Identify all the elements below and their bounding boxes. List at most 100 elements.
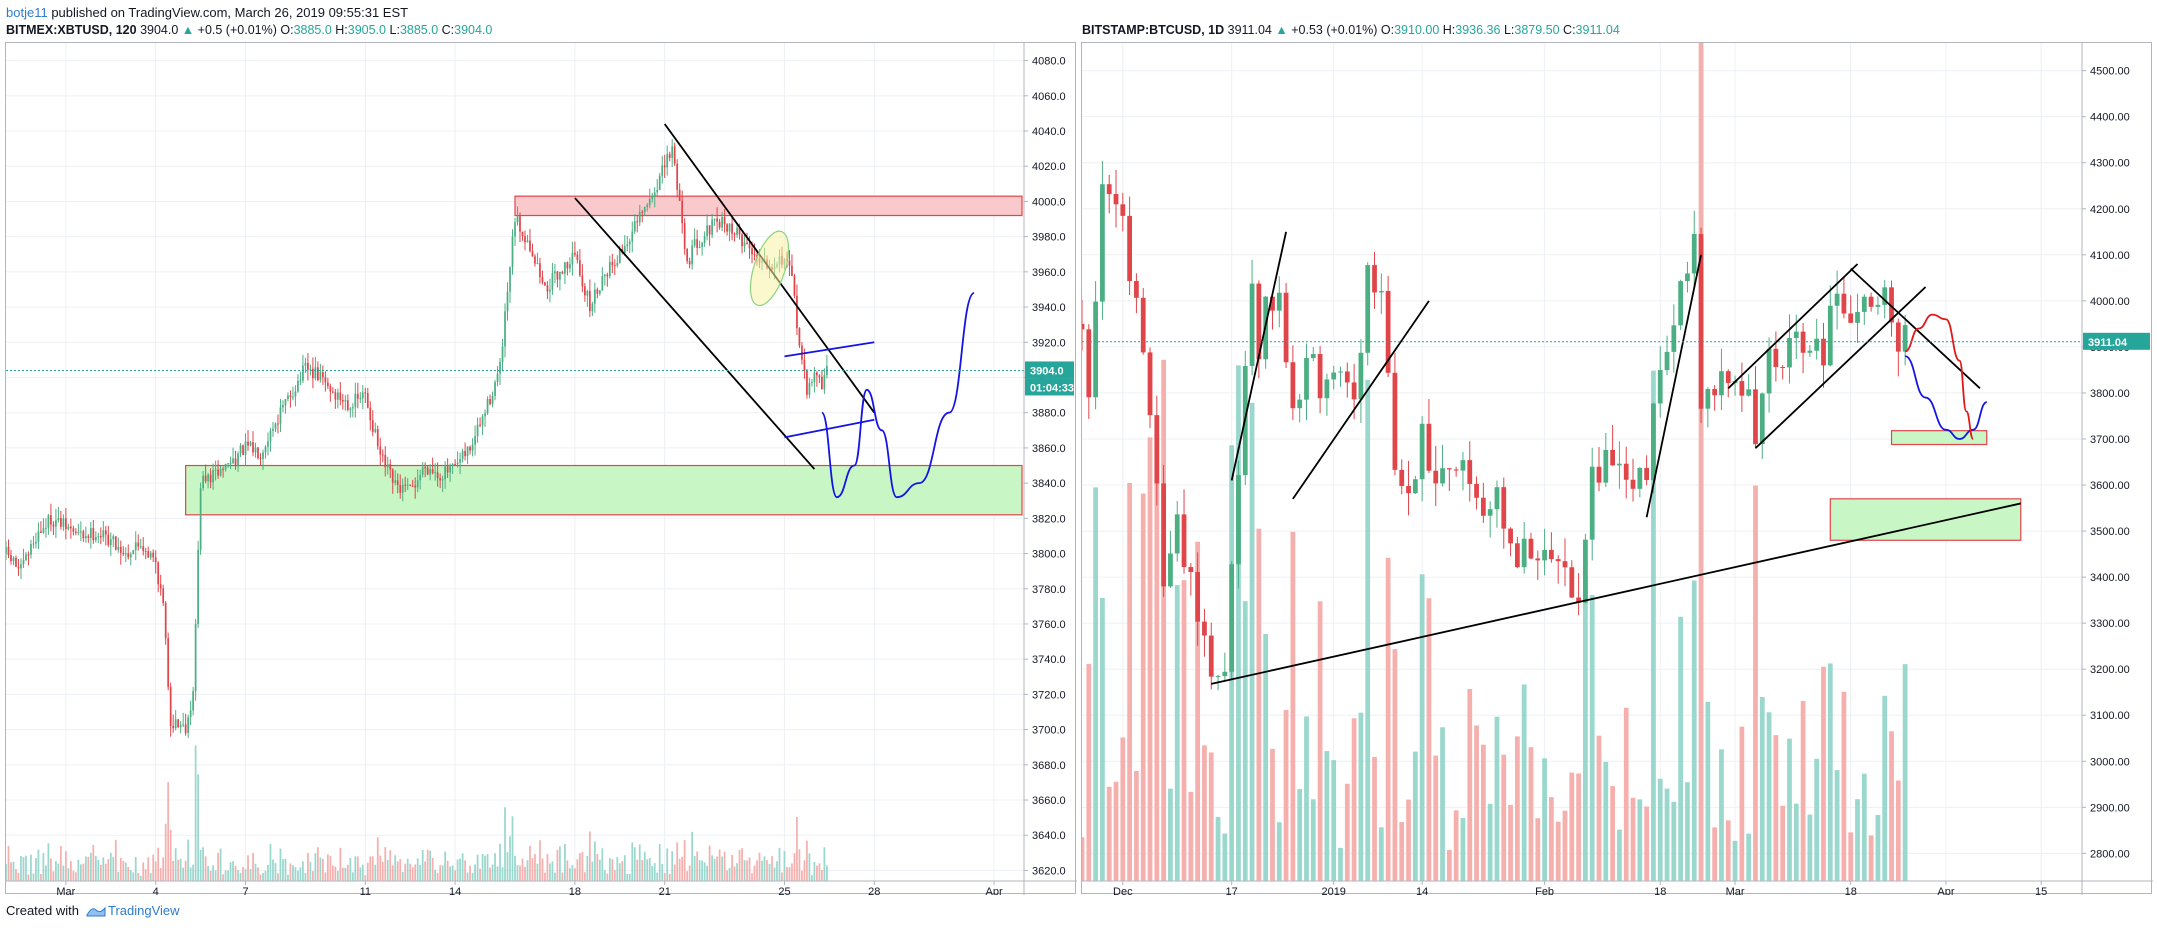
candle-body bbox=[673, 146, 676, 164]
left-chart-svg[interactable]: 3620.0 3640.0 3660.0 3680.0 3700.0 3720.0 3740… bbox=[6, 43, 1077, 895]
volume-bar bbox=[341, 867, 344, 881]
candle-body bbox=[139, 546, 142, 548]
volume-bar bbox=[466, 872, 469, 881]
volume-bar bbox=[429, 850, 432, 881]
candle-body bbox=[1623, 463, 1629, 480]
candle-body bbox=[364, 392, 367, 394]
volume-bar bbox=[307, 852, 309, 881]
volume-bar bbox=[1827, 663, 1833, 881]
candle-body bbox=[192, 691, 195, 711]
volume-bar bbox=[586, 855, 589, 881]
candle-body bbox=[1487, 509, 1493, 516]
price-tick-label: 4500.00 bbox=[2090, 66, 2130, 78]
volume-bar bbox=[761, 860, 763, 881]
candle-body bbox=[292, 396, 294, 398]
volume-bar bbox=[434, 869, 437, 881]
published-info: published on TradingView.com, March 26, … bbox=[51, 5, 409, 20]
volume-bar bbox=[494, 853, 496, 881]
author-link[interactable]: botje11 bbox=[6, 5, 48, 20]
candle-body bbox=[239, 445, 242, 454]
volume-bar bbox=[1514, 736, 1520, 881]
volume-bar bbox=[416, 858, 419, 881]
volume-bar bbox=[409, 863, 412, 881]
candle-body bbox=[1562, 561, 1568, 568]
candle-body bbox=[1746, 389, 1752, 396]
volume-bar bbox=[219, 848, 222, 881]
tradingview-link[interactable]: TradingView bbox=[82, 903, 180, 918]
candle-body bbox=[648, 199, 651, 206]
volume-bar bbox=[1385, 557, 1391, 881]
candle-body bbox=[1535, 558, 1541, 561]
volume-bar bbox=[149, 873, 152, 881]
candle-body bbox=[1474, 483, 1479, 498]
volume-bar bbox=[331, 865, 334, 881]
candle-body bbox=[1188, 567, 1194, 572]
candle-body bbox=[1419, 423, 1425, 480]
candle-body bbox=[229, 463, 232, 465]
candle-body bbox=[529, 240, 531, 252]
candle-body bbox=[479, 424, 481, 426]
candle-body bbox=[282, 404, 284, 408]
volume-bar bbox=[344, 867, 347, 881]
candle-body bbox=[1759, 393, 1765, 445]
candle-body bbox=[1501, 487, 1507, 529]
left-symbol[interactable]: BITMEX:XBTUSD, 120 bbox=[6, 23, 137, 37]
volume-bar bbox=[374, 864, 377, 881]
volume-bar bbox=[339, 847, 342, 881]
candle-body bbox=[1855, 311, 1860, 323]
volume-bar bbox=[354, 856, 357, 881]
volume-bar bbox=[199, 849, 202, 881]
time-tick-label: 28 bbox=[868, 886, 880, 895]
candle-body bbox=[302, 365, 304, 381]
candle-body bbox=[1229, 564, 1235, 672]
volume-bar bbox=[401, 871, 404, 881]
candle-body bbox=[1875, 304, 1881, 307]
volume-bar bbox=[793, 853, 796, 881]
time-tick-label: Mar bbox=[56, 886, 75, 895]
volume-bar bbox=[449, 866, 452, 881]
volume-bar bbox=[663, 873, 666, 881]
volume-bar bbox=[1392, 649, 1398, 881]
candle-body bbox=[264, 446, 267, 453]
volume-bar bbox=[1181, 580, 1187, 881]
candle-body bbox=[451, 463, 454, 466]
volume-bar bbox=[1453, 810, 1459, 881]
volume-bar bbox=[618, 863, 621, 881]
time-tick-label: 25 bbox=[778, 886, 790, 895]
candle-body bbox=[549, 289, 551, 292]
volume-bar bbox=[82, 863, 85, 881]
candle-body bbox=[746, 242, 748, 244]
volume-bar bbox=[324, 872, 327, 881]
volume-bar bbox=[1576, 773, 1581, 881]
right-chart-svg[interactable]: 2800.00 2900.00 3000.00 3100.00 3200.00 3300.… bbox=[1082, 43, 2153, 895]
volume-bar bbox=[456, 859, 459, 881]
candle-body bbox=[1583, 539, 1588, 603]
volume-bar bbox=[1739, 726, 1745, 881]
volume-bar bbox=[336, 870, 339, 881]
volume-bar bbox=[531, 858, 534, 881]
volume-bar bbox=[404, 863, 407, 881]
left-chart-panel[interactable]: 3620.0 3640.0 3660.0 3680.0 3700.0 3720.0 3740… bbox=[5, 42, 1077, 895]
volume-bar bbox=[1882, 695, 1888, 881]
volume-bar bbox=[15, 869, 17, 881]
volume-bar bbox=[45, 865, 47, 881]
candle-body bbox=[426, 467, 429, 475]
right-chart-panel[interactable]: 2800.00 2900.00 3000.00 3100.00 3200.00 3300.… bbox=[1081, 42, 2153, 895]
volume-bar bbox=[559, 846, 561, 881]
volume-bar bbox=[57, 863, 60, 881]
candle-body bbox=[1895, 322, 1901, 352]
publication-header: botje11 published on TradingView.com, Ma… bbox=[6, 4, 408, 21]
volume-bar bbox=[1623, 707, 1629, 881]
candle-body bbox=[1195, 571, 1201, 622]
volume-bar bbox=[569, 868, 571, 881]
candle-body bbox=[227, 463, 229, 465]
candle-body bbox=[391, 469, 394, 483]
right-symbol[interactable]: BITSTAMP:BTCUSD, 1D bbox=[1082, 23, 1225, 37]
candle-body bbox=[122, 552, 125, 554]
candle-body bbox=[346, 400, 349, 410]
volume-bar bbox=[102, 857, 105, 881]
volume-bar bbox=[1855, 799, 1860, 881]
volume-bar bbox=[169, 829, 172, 881]
candle-body bbox=[244, 441, 247, 455]
trend-line bbox=[1211, 502, 2021, 685]
